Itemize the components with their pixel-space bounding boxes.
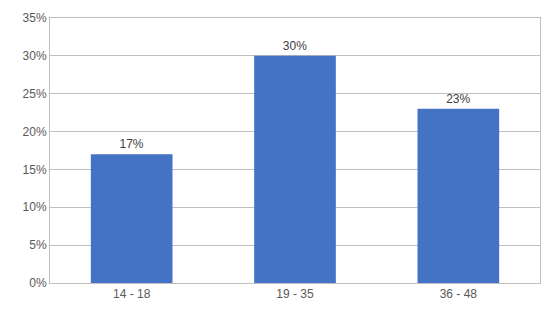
svg-text:17%: 17% <box>119 137 143 151</box>
svg-text:20%: 20% <box>23 125 47 139</box>
svg-text:23%: 23% <box>446 92 470 106</box>
svg-text:25%: 25% <box>23 87 47 101</box>
svg-text:10%: 10% <box>23 200 47 214</box>
svg-text:35%: 35% <box>23 11 47 25</box>
svg-text:30%: 30% <box>23 49 47 63</box>
svg-text:14 - 18: 14 - 18 <box>113 287 151 301</box>
svg-text:30%: 30% <box>283 39 307 53</box>
svg-text:19 - 35: 19 - 35 <box>276 287 314 301</box>
svg-text:36 - 48: 36 - 48 <box>440 287 478 301</box>
svg-text:0%: 0% <box>29 276 47 290</box>
svg-text:15%: 15% <box>23 163 47 177</box>
svg-text:5%: 5% <box>29 238 47 252</box>
